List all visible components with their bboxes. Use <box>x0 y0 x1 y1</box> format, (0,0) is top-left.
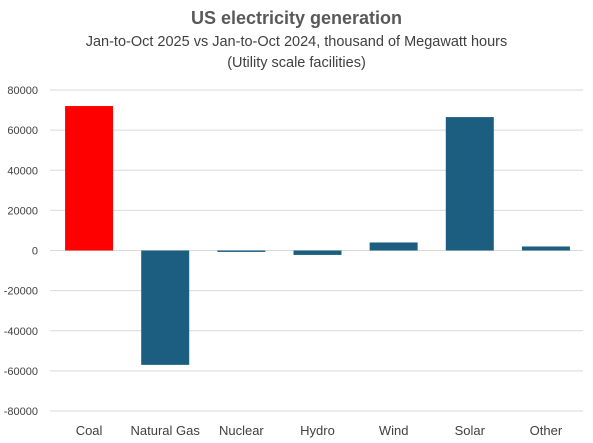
bar-hydro <box>293 250 342 255</box>
chart-subtitle-line-2: (Utility scale facilities) <box>227 55 366 71</box>
bars <box>65 106 570 365</box>
x-category-label: Nuclear <box>219 423 264 438</box>
x-axis-categories: Coal Natural Gas Nuclear Hydro Wind Solar Othe… <box>76 423 563 438</box>
bar-other <box>521 246 570 251</box>
bar-wind <box>369 242 418 251</box>
bar-solar <box>445 117 494 251</box>
y-tick-label: -80000 <box>4 406 38 418</box>
x-category-label: Hydro <box>300 423 335 438</box>
y-tick-label: -60000 <box>4 366 38 378</box>
x-category-label: Coal <box>76 423 103 438</box>
y-tick-label: 80000 <box>7 85 38 97</box>
bar-natural-gas <box>141 250 190 365</box>
bar-nuclear <box>217 250 266 252</box>
bar-coal <box>65 106 114 251</box>
x-category-label: Other <box>530 423 563 438</box>
y-tick-label: 0 <box>32 246 38 258</box>
y-axis-ticks: 80000 60000 40000 20000 0 -20000 -40000 -60000 -… <box>4 85 38 418</box>
gridlines <box>50 89 583 412</box>
y-tick-label: 20000 <box>7 205 38 217</box>
x-category-label: Natural Gas <box>131 423 201 438</box>
y-tick-label: 60000 <box>7 125 38 137</box>
chart-title: US electricity generation <box>190 8 403 28</box>
y-tick-label: -20000 <box>4 286 38 298</box>
y-tick-label: -40000 <box>4 326 38 338</box>
x-category-label: Wind <box>379 423 409 438</box>
chart-subtitle-line-1: Jan-to-Oct 2025 vs Jan-to-Oct 2024, thou… <box>85 34 508 50</box>
x-category-label: Solar <box>455 423 486 438</box>
y-tick-label: 40000 <box>7 165 38 177</box>
